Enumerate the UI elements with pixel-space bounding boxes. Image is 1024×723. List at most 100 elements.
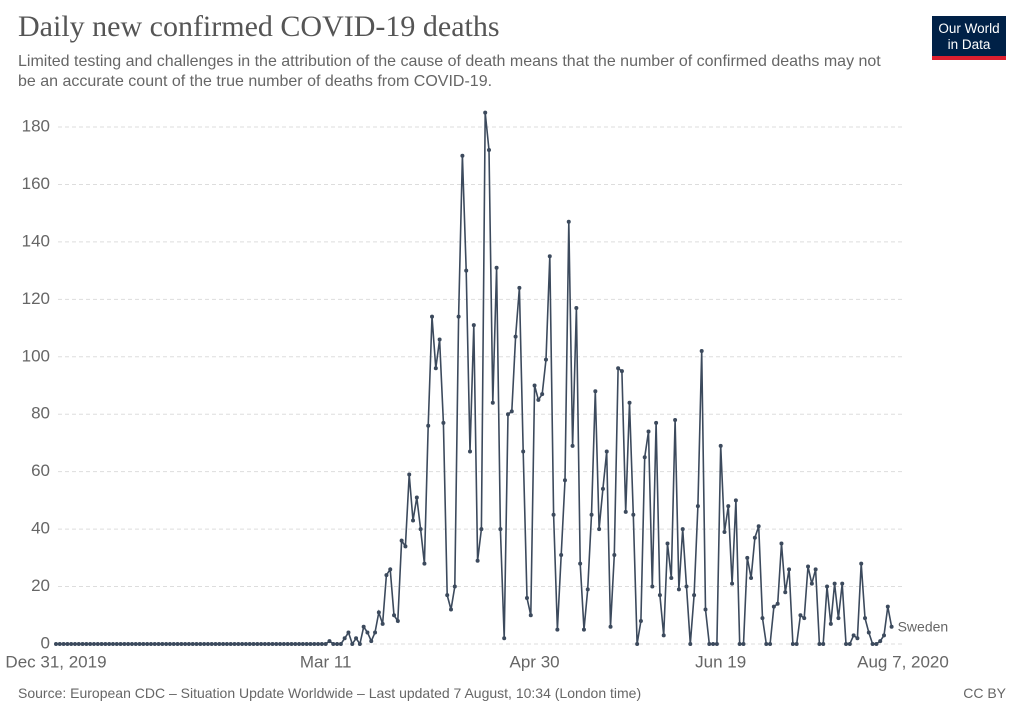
data-point	[654, 420, 659, 425]
data-point	[103, 642, 108, 646]
data-point	[232, 642, 237, 646]
data-point	[703, 607, 708, 612]
y-tick-label: 0	[41, 633, 50, 652]
data-point	[593, 389, 598, 394]
y-tick-label: 160	[22, 174, 50, 193]
data-point	[566, 219, 571, 224]
data-point	[505, 412, 510, 417]
data-point	[597, 527, 602, 532]
data-point	[502, 636, 507, 641]
x-tick-label: Apr 30	[510, 652, 560, 671]
data-point	[388, 567, 393, 572]
data-point	[464, 268, 469, 273]
data-point	[95, 642, 100, 646]
data-point	[665, 541, 670, 546]
data-point	[308, 642, 313, 646]
data-point	[855, 636, 860, 641]
data-point	[547, 254, 552, 259]
data-point	[262, 642, 267, 646]
y-tick-label: 100	[22, 346, 50, 365]
data-point	[741, 642, 746, 646]
data-point	[642, 455, 647, 460]
data-point	[84, 642, 89, 646]
data-point	[437, 337, 442, 342]
data-point	[190, 642, 195, 646]
data-point	[213, 642, 218, 646]
data-point	[851, 633, 856, 638]
data-point	[411, 518, 416, 523]
x-tick-label: Aug 7, 2020	[857, 652, 949, 671]
data-point	[194, 642, 199, 646]
data-point	[490, 400, 495, 405]
data-point	[631, 512, 636, 517]
data-point	[57, 642, 62, 646]
data-point	[236, 642, 241, 646]
data-point	[760, 616, 765, 621]
data-point	[543, 357, 548, 362]
data-point	[768, 642, 773, 646]
data-point	[859, 561, 864, 566]
data-point	[673, 417, 678, 422]
data-point	[357, 642, 362, 646]
data-point	[832, 581, 837, 586]
data-point	[737, 642, 742, 646]
data-point	[483, 110, 488, 115]
data-point	[711, 642, 716, 646]
data-point	[114, 642, 119, 646]
data-point	[730, 581, 735, 586]
data-point	[54, 642, 58, 646]
data-point	[646, 429, 651, 434]
data-point	[300, 642, 305, 646]
data-point	[536, 397, 541, 402]
chart-subtitle: Limited testing and challenges in the at…	[18, 53, 881, 90]
data-point	[247, 642, 252, 646]
data-point	[559, 552, 564, 557]
data-point	[293, 642, 298, 646]
data-point	[152, 642, 157, 646]
data-point	[342, 636, 347, 641]
chart-title: Daily new confirmed COVID-19 deaths	[18, 10, 500, 43]
data-point	[669, 575, 674, 580]
data-point	[813, 567, 818, 572]
data-point	[137, 642, 142, 646]
data-point	[570, 443, 575, 448]
series-line	[56, 112, 893, 647]
data-point	[806, 564, 811, 569]
data-point	[281, 642, 286, 646]
data-point	[714, 642, 719, 646]
data-point	[825, 584, 830, 589]
data-point	[327, 639, 332, 644]
data-point	[186, 642, 191, 646]
data-point	[270, 642, 275, 646]
data-point	[840, 581, 845, 586]
data-point	[798, 613, 803, 618]
data-point	[749, 575, 754, 580]
series-label: Sweden	[898, 618, 949, 634]
data-point	[449, 607, 454, 612]
data-point	[297, 642, 302, 646]
data-point	[589, 512, 594, 517]
data-point	[718, 443, 723, 448]
data-point	[133, 642, 138, 646]
data-point	[878, 639, 883, 644]
data-point	[619, 369, 624, 374]
data-point	[167, 642, 172, 646]
data-point	[574, 305, 579, 310]
data-point	[251, 642, 256, 646]
data-point	[209, 642, 214, 646]
data-point	[338, 642, 343, 646]
data-point	[787, 567, 792, 572]
data-point	[217, 642, 222, 646]
data-point	[707, 642, 712, 646]
data-point	[540, 392, 545, 397]
x-tick-label: Jun 19	[695, 652, 746, 671]
data-point	[623, 509, 628, 514]
data-point	[61, 642, 66, 646]
data-point	[259, 642, 264, 646]
data-point	[129, 642, 134, 646]
data-point	[312, 642, 317, 646]
data-point	[821, 642, 826, 646]
data-point	[699, 349, 704, 354]
data-point	[608, 624, 613, 629]
